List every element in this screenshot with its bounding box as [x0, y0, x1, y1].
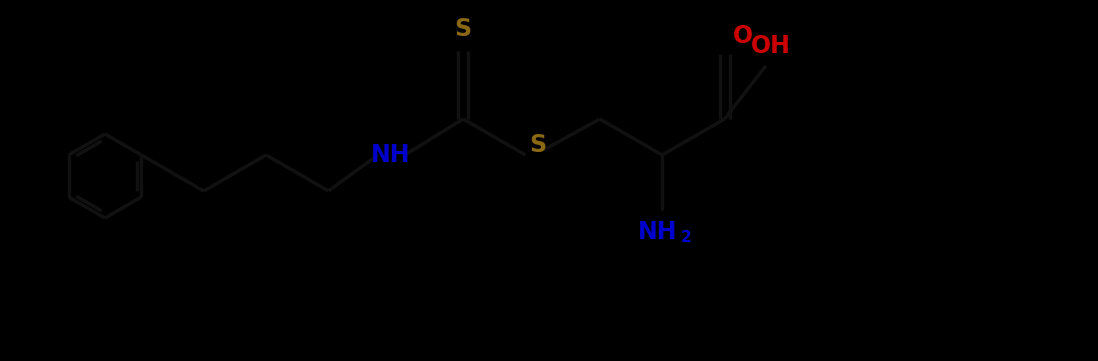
- Text: O: O: [732, 24, 753, 48]
- Text: NH: NH: [638, 220, 677, 244]
- Text: 2: 2: [681, 230, 692, 245]
- Text: OH: OH: [751, 34, 791, 58]
- Text: S: S: [529, 133, 547, 157]
- Text: S: S: [455, 17, 472, 40]
- Text: NH: NH: [371, 143, 411, 167]
